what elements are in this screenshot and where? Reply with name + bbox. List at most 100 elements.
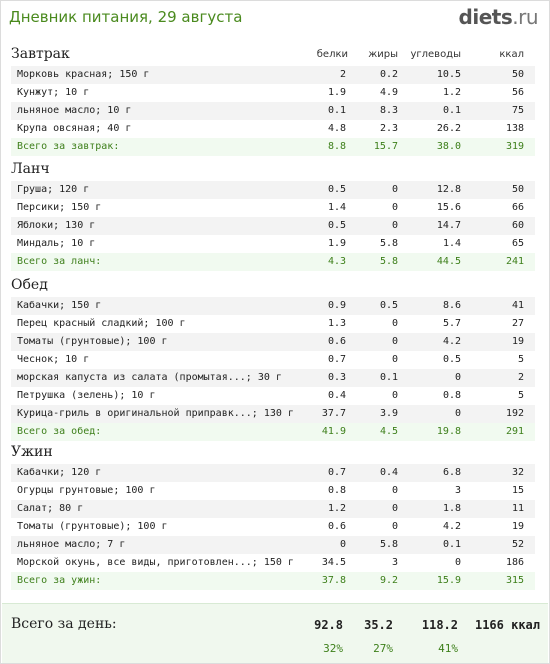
food-kcal: 19 <box>511 336 524 347</box>
diets-logo[interactable]: diets.ru <box>459 5 539 29</box>
food-row: Кабачки; 150 г 0.9 0.5 8.6 41 <box>11 297 535 315</box>
food-name: Кабачки; 120 г <box>17 467 102 478</box>
food-fat: 0 <box>391 354 398 365</box>
total-protein: 4.3 <box>327 256 346 267</box>
food-kcal: 52 <box>511 539 524 550</box>
day-total-carbs: 118.2 <box>421 618 458 632</box>
column-header-fat: жиры <box>368 49 398 60</box>
day-total-fat: 35.2 <box>364 618 393 632</box>
food-protein: 0.7 <box>327 354 346 365</box>
food-name: Кабачки; 150 г <box>17 300 102 311</box>
food-protein: 1.3 <box>327 318 346 329</box>
food-row: Чеснок; 10 г 0.7 0 0.5 5 <box>11 351 535 369</box>
food-protein: 4.8 <box>327 123 346 134</box>
food-row: льняное масло; 7 г 0 5.8 0.1 52 <box>11 536 535 554</box>
food-carbs: 1.8 <box>442 503 461 514</box>
total-kcal: 319 <box>505 141 524 152</box>
food-carbs: 0.5 <box>442 354 461 365</box>
day-total-protein: 92.8 <box>314 618 343 632</box>
food-kcal: 56 <box>511 87 524 98</box>
food-fat: 3.9 <box>379 408 398 419</box>
food-fat: 4.9 <box>379 87 398 98</box>
food-fat: 0.2 <box>379 69 398 80</box>
food-row: Яблоки; 130 г 0.5 0 14.7 60 <box>11 217 535 235</box>
food-row: Огурцы грунтовые; 100 г 0.8 0 3 15 <box>11 482 535 500</box>
food-name: Чеснок; 10 г <box>17 354 90 365</box>
food-kcal: 11 <box>511 503 524 514</box>
food-fat: 2.3 <box>379 123 398 134</box>
food-fat: 5.8 <box>379 539 398 550</box>
total-fat: 4.5 <box>379 426 398 437</box>
food-name: Петрушка (зелень); 10 г <box>17 390 156 401</box>
food-kcal: 27 <box>511 318 524 329</box>
food-fat: 0.5 <box>379 300 398 311</box>
food-fat: 5.8 <box>379 238 398 249</box>
food-fat: 8.3 <box>379 105 398 116</box>
total-kcal: 291 <box>505 426 524 437</box>
food-name: Крупа овсяная; 40 г <box>17 123 132 134</box>
food-protein: 2 <box>339 69 346 80</box>
food-name: Томаты (грунтовые); 100 г <box>17 521 168 532</box>
food-row: Петрушка (зелень); 10 г 0.4 0 0.8 5 <box>11 387 535 405</box>
food-protein: 34.5 <box>321 557 346 568</box>
food-row: Кунжут; 10 г 1.9 4.9 1.2 56 <box>11 84 535 102</box>
food-name: Персики; 150 г <box>17 202 102 213</box>
total-carbs: 38.0 <box>436 141 461 152</box>
section-total-row: Всего за обед: 41.9 4.5 19.8 291 <box>11 423 535 441</box>
food-protein: 0.5 <box>327 220 346 231</box>
food-protein: 0.6 <box>327 336 346 347</box>
food-kcal: 5 <box>517 390 524 401</box>
food-fat: 0 <box>391 202 398 213</box>
section-title: Обед <box>11 277 48 293</box>
total-fat: 9.2 <box>379 575 398 586</box>
food-carbs: 0 <box>454 408 461 419</box>
food-kcal: 15 <box>511 485 524 496</box>
food-row: Курица-гриль в оригинальной приправк...;… <box>11 405 535 423</box>
food-row: Груша; 120 г 0.5 0 12.8 50 <box>11 181 535 199</box>
food-row: Крупа овсяная; 40 г 4.8 2.3 26.2 138 <box>11 120 535 138</box>
food-name: Яблоки; 130 г <box>17 220 96 231</box>
food-name: льняное масло; 7 г <box>17 539 126 550</box>
food-carbs: 4.2 <box>442 336 461 347</box>
food-fat: 0 <box>391 503 398 514</box>
food-name: Морской окунь, все виды, приготовлен...;… <box>17 557 294 568</box>
food-row: Кабачки; 120 г 0.7 0.4 6.8 32 <box>11 464 535 482</box>
food-kcal: 192 <box>505 408 524 419</box>
total-kcal: 315 <box>505 575 524 586</box>
day-total-box: Всего за день: 92.8 35.2 118.2 1166 ккал… <box>2 603 548 663</box>
day-total-label: Всего за день: <box>11 616 117 632</box>
section-total-row: Всего за ланч: 4.3 5.8 44.5 241 <box>11 253 535 271</box>
food-carbs: 10.5 <box>436 69 461 80</box>
food-protein: 0.3 <box>327 372 346 383</box>
food-row: Персики; 150 г 1.4 0 15.6 66 <box>11 199 535 217</box>
food-fat: 0 <box>391 390 398 401</box>
column-header-kcal: ккал <box>499 49 524 60</box>
section-total-label: Всего за ланч: <box>17 256 102 267</box>
food-row: Морской окунь, все виды, приготовлен...;… <box>11 554 535 572</box>
section-title: Завтрак <box>11 46 70 62</box>
food-carbs: 1.4 <box>442 238 461 249</box>
food-protein: 1.9 <box>327 238 346 249</box>
food-kcal: 138 <box>505 123 524 134</box>
column-header-carbs: углеводы <box>410 49 461 60</box>
food-name: Огурцы грунтовые; 100 г <box>17 485 156 496</box>
food-kcal: 66 <box>511 202 524 213</box>
food-carbs: 3 <box>454 485 461 496</box>
day-total-kcal: 1166 ккал <box>474 618 540 632</box>
food-kcal: 60 <box>511 220 524 231</box>
column-header-protein: белки <box>316 49 348 60</box>
section-total-label: Всего за ужин: <box>17 575 102 586</box>
food-protein: 1.9 <box>327 87 346 98</box>
food-kcal: 50 <box>511 69 524 80</box>
food-kcal: 32 <box>511 467 524 478</box>
logo-tld: .ru <box>512 5 538 29</box>
food-kcal: 65 <box>511 238 524 249</box>
food-protein: 1.2 <box>327 503 346 514</box>
food-name: Груша; 120 г <box>17 184 90 195</box>
food-row: Томаты (грунтовые); 100 г 0.6 0 4.2 19 <box>11 518 535 536</box>
food-name: Курица-гриль в оригинальной приправк...;… <box>17 408 294 419</box>
section-total-row: Всего за ужин: 37.8 9.2 15.9 315 <box>11 572 535 590</box>
food-fat: 0 <box>391 485 398 496</box>
food-name: Морковь красная; 150 г <box>17 69 150 80</box>
